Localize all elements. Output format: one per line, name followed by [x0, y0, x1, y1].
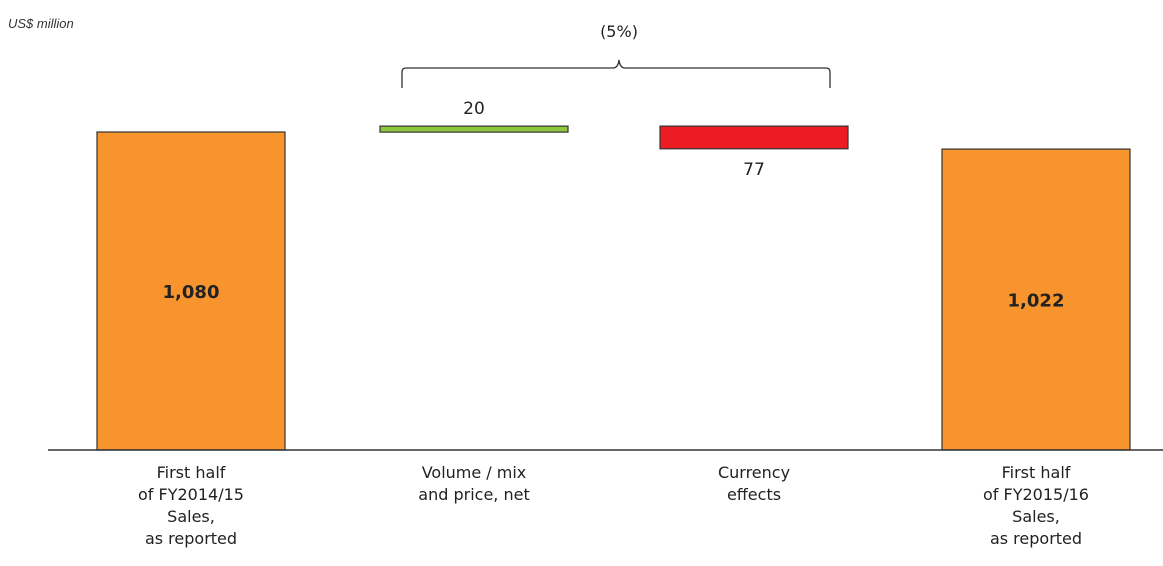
bar-total-0: [96, 131, 286, 451]
bar-total-3: [941, 148, 1131, 451]
category-label-0: First half of FY2014/15 Sales, as report…: [138, 463, 244, 548]
category-label-3: First half of FY2015/16 Sales, as report…: [983, 463, 1089, 548]
value-label-3: 1,022: [1008, 291, 1065, 312]
category-label-2: Currency effects: [717, 463, 791, 504]
category-label-1: Volume / mix and price, net: [418, 463, 530, 504]
bar-increase-1: [379, 125, 569, 133]
value-label-0: 1,080: [163, 282, 220, 303]
value-label-2: 77: [743, 160, 765, 180]
change-bracket: [401, 59, 831, 88]
unit-label: US$ million: [8, 16, 74, 31]
change-percent-label: (5%): [600, 22, 638, 41]
bar-decrease-2: [659, 125, 849, 150]
value-label-1: 20: [463, 99, 485, 119]
bars-layer: 1,080 20 77 1,022: [96, 99, 1131, 451]
